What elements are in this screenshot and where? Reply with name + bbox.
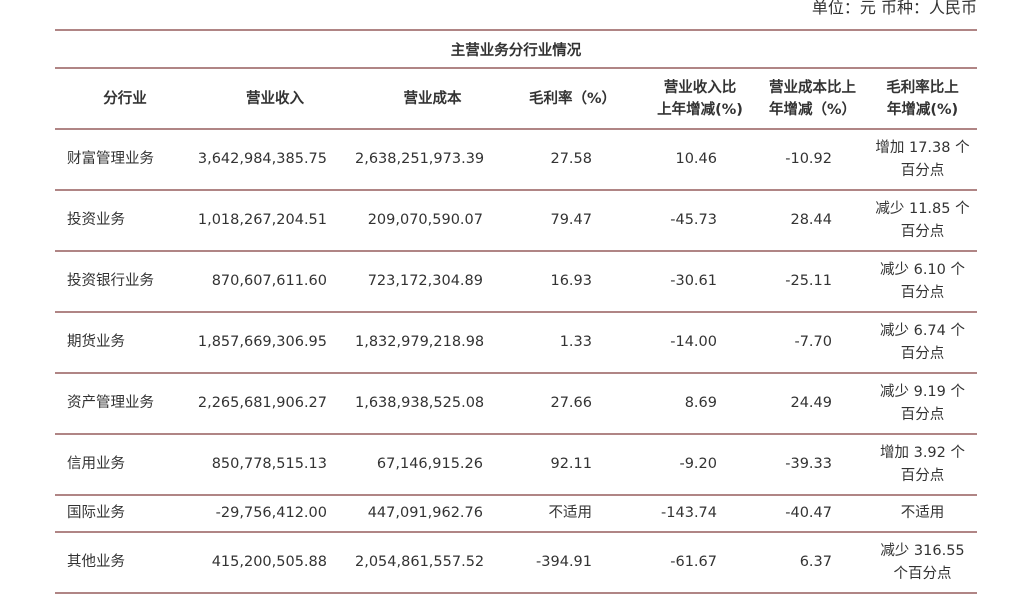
cost-cell: 723,172,304.89 xyxy=(355,251,510,313)
margin-change-text: 减少 6.74 个百分点 xyxy=(879,322,965,362)
column-header: 毛利率比上年增减(%) xyxy=(860,68,978,130)
table-row: 国际业务 -29,756,412.00 447,091,962.76 不适用 -143.… xyxy=(55,495,978,533)
column-header-line: 年增减（%） xyxy=(768,101,857,118)
revenue-cell: 1,857,669,306.95 xyxy=(195,312,355,374)
gross-margin-cell: 16.93 xyxy=(510,251,635,313)
revenue-change-cell: -45.73 xyxy=(635,190,765,252)
margin-change-text: 减少 9.19 个百分点 xyxy=(879,383,965,423)
cost-change-cell: 28.44 xyxy=(765,190,860,252)
segment-name-cell: 资产管理业务 xyxy=(55,373,195,435)
revenue-cell: 870,607,611.60 xyxy=(195,251,355,313)
gross-margin-cell: 1.33 xyxy=(510,312,635,374)
table-row: 期货业务 1,857,669,306.95 1,832,979,218.98 1.33… xyxy=(55,312,978,374)
column-header-line: 年增减(%) xyxy=(886,101,959,118)
table-title-row: 主营业务分行业情况 xyxy=(55,29,978,69)
gross-margin-cell: 92.11 xyxy=(510,434,635,496)
revenue-change-cell: -143.74 xyxy=(635,495,765,533)
segment-name-cell: 投资银行业务 xyxy=(55,251,195,313)
column-header-line: 分行业 xyxy=(103,90,147,107)
revenue-change-cell: 8.69 xyxy=(635,373,765,435)
segment-name-cell: 国际业务 xyxy=(55,495,195,533)
cost-cell: 67,146,915.26 xyxy=(355,434,510,496)
segment-name-cell: 财富管理业务 xyxy=(55,129,195,191)
table-row: 财富管理业务 3,642,984,385.75 2,638,251,973.39 27… xyxy=(55,129,978,191)
cost-change-cell: 24.49 xyxy=(765,373,860,435)
margin-change-cell: 减少 11.85 个百分点 xyxy=(860,190,978,252)
table-row: 投资业务 1,018,267,204.51 209,070,590.07 79.47-… xyxy=(55,190,978,252)
cost-change-cell: -39.33 xyxy=(765,434,860,496)
column-header-line: 毛利率比上 xyxy=(886,79,959,96)
revenue-change-cell: -14.00 xyxy=(635,312,765,374)
cost-change-cell: -7.70 xyxy=(765,312,860,374)
revenue-cell: 2,265,681,906.27 xyxy=(195,373,355,435)
cost-cell: 2,638,251,973.39 xyxy=(355,129,510,191)
cost-cell: 447,091,962.76 xyxy=(355,495,510,533)
margin-change-cell: 增加 3.92 个百分点 xyxy=(860,434,978,496)
revenue-cell: 3,642,984,385.75 xyxy=(195,129,355,191)
revenue-change-cell: -9.20 xyxy=(635,434,765,496)
margin-change-text: 减少 11.85 个百分点 xyxy=(875,200,970,240)
segment-name-cell: 投资业务 xyxy=(55,190,195,252)
gross-margin-cell: 79.47 xyxy=(510,190,635,252)
margin-change-text: 增加 17.38 个百分点 xyxy=(875,139,970,179)
column-header: 毛利率（%） xyxy=(510,68,635,130)
table-row: 投资银行业务 870,607,611.60 723,172,304.89 16.93-… xyxy=(55,251,978,313)
column-header-line: 营业成本 xyxy=(403,90,462,107)
cost-change-cell: -40.47 xyxy=(765,495,860,533)
revenue-cell: 850,778,515.13 xyxy=(195,434,355,496)
gross-margin-cell: 27.58 xyxy=(510,129,635,191)
column-header-line: 营业成本比上 xyxy=(769,79,856,96)
revenue-change-cell: -30.61 xyxy=(635,251,765,313)
column-header-line: 毛利率（%） xyxy=(528,90,617,107)
table-header-row: 分行业 营业收入 营业成本 毛利率（%） 营业收入比 上年增减(%) 营业成本比上 年增减（%… xyxy=(55,68,978,130)
segment-name-cell: 其他业务 xyxy=(55,532,195,594)
margin-change-cell: 减少 6.74 个百分点 xyxy=(860,312,978,374)
margin-change-cell: 增加 17.38 个百分点 xyxy=(860,129,978,191)
unit-note: 单位：元 币种：人民币 xyxy=(811,0,977,17)
revenue-change-cell: 10.46 xyxy=(635,129,765,191)
column-header: 营业成本比上 年增减（%） xyxy=(765,68,860,130)
column-header: 分行业 xyxy=(55,68,195,130)
table-row: 信用业务 850,778,515.13 67,146,915.26 92.11 -9.2… xyxy=(55,434,978,496)
margin-change-text: 增加 3.92 个百分点 xyxy=(879,444,965,484)
cost-cell: 209,070,590.07 xyxy=(355,190,510,252)
margin-change-cell: 减少 9.19 个百分点 xyxy=(860,373,978,435)
column-header-line: 营业收入 xyxy=(246,90,304,107)
column-header: 营业成本 xyxy=(355,68,510,130)
column-header-line: 上年增减(%) xyxy=(657,101,743,118)
revenue-cell: 1,018,267,204.51 xyxy=(195,190,355,252)
margin-change-text: 减少 316.55 个百分点 xyxy=(880,542,965,582)
cost-cell: 1,638,938,525.08 xyxy=(355,373,510,435)
segment-name-cell: 期货业务 xyxy=(55,312,195,374)
margin-change-text: 减少 6.10 个百分点 xyxy=(879,261,965,301)
column-header: 营业收入 xyxy=(195,68,355,130)
cost-cell: 2,054,861,557.52 xyxy=(355,532,510,594)
margin-change-text: 不适用 xyxy=(900,505,945,521)
cost-change-cell: -25.11 xyxy=(765,251,860,313)
gross-margin-cell: -394.91 xyxy=(510,532,635,594)
revenue-change-cell: -61.67 xyxy=(635,532,765,594)
margin-change-cell: 减少 6.10 个百分点 xyxy=(860,251,978,313)
table-row: 其他业务 415,200,505.88 2,054,861,557.52 -394.9… xyxy=(55,532,978,594)
column-header: 营业收入比上年增减(%) xyxy=(635,68,765,130)
revenue-cell: -29,756,412.00 xyxy=(195,495,355,533)
gross-margin-cell: 27.66 xyxy=(510,373,635,435)
segment-name-cell: 信用业务 xyxy=(55,434,195,496)
cost-change-cell: -10.92 xyxy=(765,129,860,191)
column-header-line: 营业收入比 xyxy=(663,79,737,96)
segment-table: 主营业务分行业情况 分行业 营业收入 营业成本 毛利率（%） 营业收入比 上年增减(%) 营… xyxy=(55,29,978,594)
cost-cell: 1,832,979,218.98 xyxy=(355,312,510,374)
revenue-cell: 415,200,505.88 xyxy=(195,532,355,594)
gross-margin-cell: 不适用 xyxy=(510,495,635,533)
margin-change-cell: 不适用 xyxy=(860,495,978,533)
table-title: 主营业务分行业情况 xyxy=(55,29,978,69)
margin-change-cell: 减少 316.55 个百分点 xyxy=(860,532,978,594)
cost-change-cell: 6.37 xyxy=(765,532,860,594)
table-row: 资产管理业务 2,265,681,906.27 1,638,938,525.08 27… xyxy=(55,373,978,435)
